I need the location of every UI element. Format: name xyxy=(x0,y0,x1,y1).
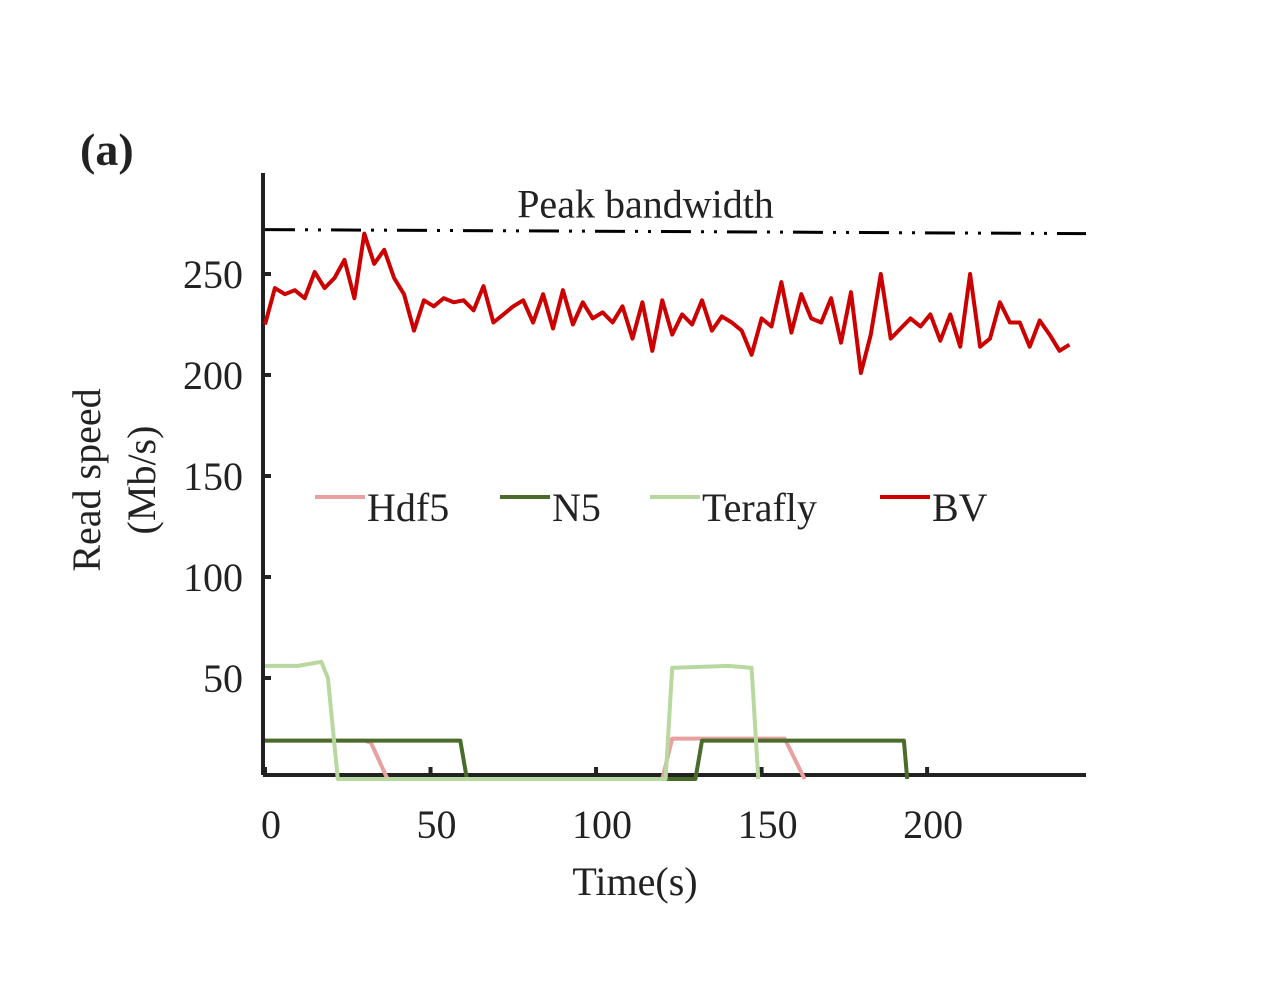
x-tick-label: 50 xyxy=(417,802,457,847)
y-tick-label: 250 xyxy=(183,252,243,297)
x-tick-label: 100 xyxy=(572,802,632,847)
y-tick-label: 200 xyxy=(183,353,243,398)
y-axis-label: Read speed xyxy=(64,388,109,571)
y-tick-label: 50 xyxy=(203,656,243,701)
x-tick-label: 150 xyxy=(738,802,798,847)
series-line xyxy=(265,659,761,781)
panel-label: (a) xyxy=(80,124,134,175)
y-tick-label: 150 xyxy=(183,454,243,499)
series-line xyxy=(263,231,1071,375)
x-tick-label: 200 xyxy=(903,802,963,847)
reference-line xyxy=(264,228,1087,236)
y-axis-label: (Mb/s) xyxy=(119,426,164,535)
annotation: Peak bandwidth xyxy=(517,182,774,227)
legend-label: Hdf5 xyxy=(367,485,449,530)
legend-label: Terafly xyxy=(702,485,817,530)
x-axis-label: Time(s) xyxy=(572,859,697,904)
y-tick-label: 100 xyxy=(183,555,243,600)
legend-label: BV xyxy=(932,485,988,530)
legend-label: N5 xyxy=(552,485,601,530)
series-line xyxy=(265,736,807,781)
x-tick-label: 0 xyxy=(261,802,281,847)
